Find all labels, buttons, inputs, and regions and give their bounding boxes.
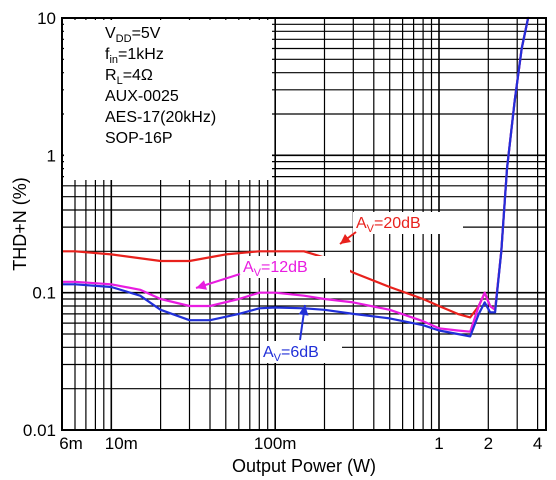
series-arrowhead-20db (340, 234, 351, 244)
series-label-bg (353, 212, 463, 234)
series-annotations: AV=20dB AV=12dB AV=6dB (195, 212, 463, 364)
condition-line: AUX-0025 (105, 88, 179, 105)
x-axis-title: Output Power (W) (232, 456, 376, 476)
series-label-bg (260, 341, 342, 363)
x-tick-label: 1 (434, 434, 443, 453)
y-tick-label: 10 (37, 9, 56, 28)
x-tick-label: 2 (484, 434, 493, 453)
conditions-box (64, 20, 272, 180)
series-label-bg (240, 256, 350, 278)
y-tick-label: 0.01 (23, 421, 56, 440)
condition-line: VDD=5V (105, 25, 161, 45)
series-line-6db (60, 16, 530, 338)
tick-labels: 6m 10m 100m 1 2 4 0.01 0.1 1 10 (23, 9, 542, 453)
series-label-20db: AV=20dB (356, 215, 421, 235)
series-label-12db: AV=12dB (243, 259, 308, 279)
condition-line: RL=4Ω (105, 67, 153, 87)
x-tick-label: 6m (59, 434, 83, 453)
condition-line: fin=1kHz (105, 46, 164, 66)
x-tick-label: 4 (533, 434, 542, 453)
series-arrowhead-12db (196, 280, 207, 290)
x-tick-label: 10m (105, 434, 138, 453)
condition-line: SOP-16P (105, 130, 173, 147)
y-tick-label: 0.1 (32, 284, 56, 303)
series-group (60, 16, 530, 338)
series-label-6db: AV=6dB (263, 344, 319, 364)
plot-frame (61, 17, 547, 431)
series-arrowhead-6db (298, 305, 309, 316)
y-axis-title: THD+N (%) (10, 177, 30, 271)
y-tick-label: 1 (47, 146, 56, 165)
x-tick-label: 100m (254, 434, 297, 453)
condition-line: AES-17(20kHz) (105, 109, 216, 126)
